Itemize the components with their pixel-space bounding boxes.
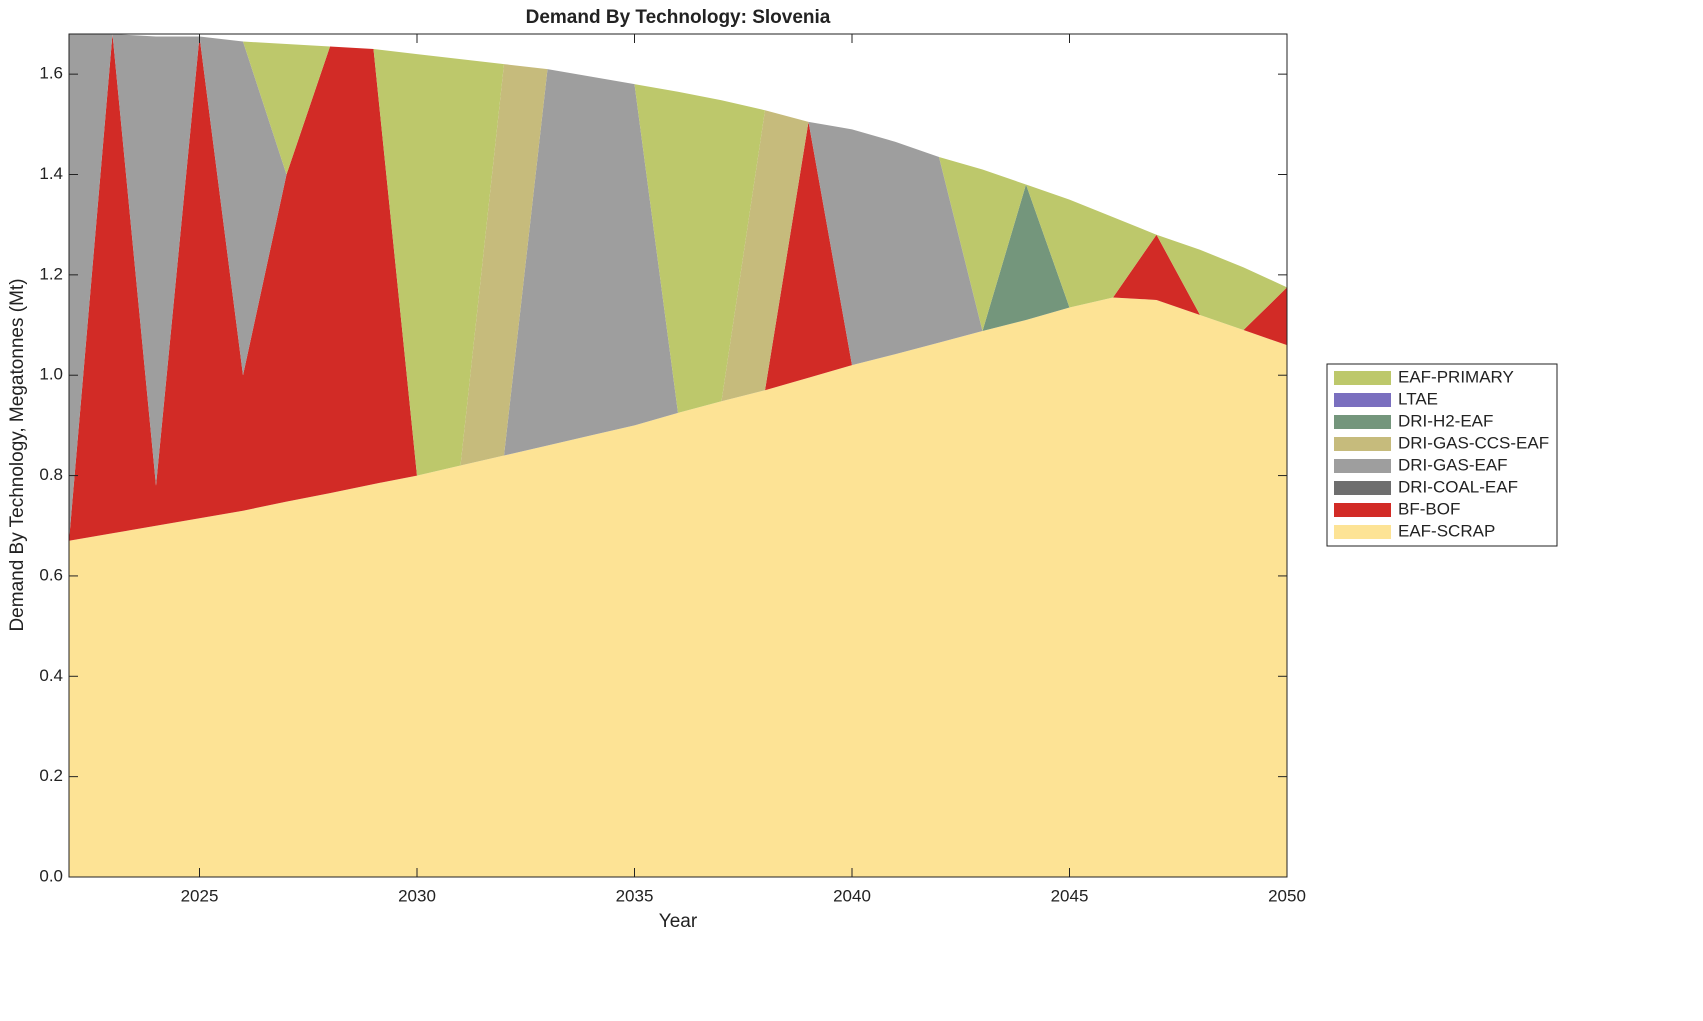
y-tick-label: 0.2: [39, 766, 63, 785]
legend-label: EAF-SCRAP: [1398, 521, 1495, 540]
legend: EAF-PRIMARY LTAE DRI-H2-EAF DRI-GAS-CCS-EAF…: [1326, 363, 1558, 547]
x-tick-label: 2040: [833, 886, 871, 905]
x-axis-label: Year: [659, 911, 698, 932]
y-tick-label: 1.0: [39, 365, 63, 384]
area: [69, 34, 1287, 476]
chart-title: Demand By Technology: Slovenia: [526, 7, 831, 28]
x-tick-label: 2035: [616, 886, 654, 905]
legend-swatch: [1334, 437, 1391, 451]
legend-label: DRI-GAS-EAF: [1398, 455, 1508, 474]
legend-swatch: [1334, 503, 1391, 517]
y-tick-label: 1.6: [39, 64, 63, 83]
legend-swatch: [1334, 415, 1391, 429]
legend-label: EAF-PRIMARY: [1398, 367, 1514, 386]
legend-swatch: [1334, 525, 1391, 539]
legend-label: DRI-GAS-CCS-EAF: [1398, 433, 1549, 452]
y-tick-label: 0.6: [39, 565, 63, 584]
legend-label: DRI-H2-EAF: [1398, 411, 1493, 430]
plot-frame: [68, 33, 1288, 878]
legend-label: DRI-COAL-EAF: [1398, 477, 1518, 496]
y-tick-label: 1.4: [39, 164, 63, 183]
area: [69, 34, 1287, 476]
legend-label: BF-BOF: [1398, 499, 1460, 518]
y-axis-label: Demand By Technology, Megatonnes (Mt): [7, 278, 28, 631]
legend-swatch: [1334, 371, 1391, 385]
area: [69, 34, 1287, 541]
legend-swatch: [1334, 459, 1391, 473]
y-tick-label: 0.0: [39, 866, 63, 885]
legend-label: LTAE: [1398, 389, 1438, 408]
x-tick-label: 2030: [398, 886, 436, 905]
y-tick-label: 1.2: [39, 264, 63, 283]
x-tick-label: 2050: [1268, 886, 1306, 905]
y-tick-label: 0.8: [39, 465, 63, 484]
area: [69, 34, 1287, 541]
x-tick-label: 2045: [1051, 886, 1089, 905]
area: [69, 297, 1287, 877]
legend-swatch: [1334, 393, 1391, 407]
y-tick-label: 0.4: [39, 666, 63, 685]
x-tick-label: 2025: [181, 886, 219, 905]
legend-swatch: [1334, 481, 1391, 495]
